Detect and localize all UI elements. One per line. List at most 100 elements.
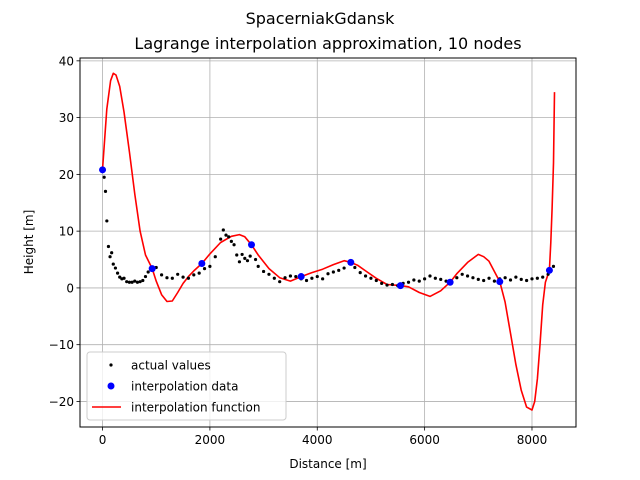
interpolation-node-point <box>496 278 504 286</box>
actual-value-point <box>253 257 258 262</box>
actual-value-point <box>412 278 416 282</box>
actual-value-point <box>294 274 298 279</box>
actual-value-point <box>122 276 126 280</box>
x-tick-label: 6000 <box>409 433 440 447</box>
actual-value-point <box>243 256 247 260</box>
interpolation-node-point <box>148 265 156 273</box>
actual-value-point <box>113 266 118 270</box>
y-tick-label: 10 <box>59 225 74 239</box>
actual-value-point <box>127 280 131 284</box>
actual-value-point <box>106 244 111 249</box>
legend-box <box>86 351 287 421</box>
interpolation-node-point <box>446 278 454 286</box>
actual-value-point <box>503 276 507 280</box>
legend-marker-actual <box>109 363 113 367</box>
y-tick-label: −20 <box>49 395 74 409</box>
actual-value-point <box>321 277 325 281</box>
actual-value-point <box>369 276 373 280</box>
legend: actual values interpolation data interpo… <box>86 351 287 421</box>
x-axis-label: Distance [m] <box>289 457 366 471</box>
x-tick-label: 2000 <box>195 433 226 447</box>
interpolation-node-point <box>248 241 256 249</box>
actual-value-point <box>181 275 185 279</box>
chart-title: Lagrange interpolation approximation, 10… <box>134 34 521 53</box>
actual-value-point <box>304 278 309 283</box>
actual-value-point <box>125 280 129 284</box>
actual-value-point <box>326 272 330 276</box>
actual-value-point <box>197 271 201 275</box>
actual-value-point <box>130 280 134 284</box>
actual-value-point <box>272 276 276 280</box>
actual-value-point <box>471 276 475 280</box>
actual-value-point <box>439 277 443 281</box>
legend-marker-nodes <box>107 382 115 390</box>
actual-value-point <box>165 276 169 280</box>
legend-label-actual: actual values <box>131 359 211 373</box>
actual-value-point <box>221 228 225 232</box>
actual-value-point <box>363 274 368 278</box>
actual-value-point <box>551 264 556 268</box>
actual-value-point <box>508 278 513 282</box>
interpolation-node-point <box>396 282 404 290</box>
actual-value-point <box>530 277 534 281</box>
actual-value-point <box>465 274 470 278</box>
actual-value-point <box>159 273 164 277</box>
actual-value-point <box>261 269 266 274</box>
actual-value-point <box>256 264 260 268</box>
actual-value-point <box>115 271 120 275</box>
actual-value-point <box>423 277 427 281</box>
actual-value-point <box>232 243 236 247</box>
actual-value-point <box>374 278 378 283</box>
grid <box>80 58 576 427</box>
actual-value-point <box>476 277 480 281</box>
actual-value-point <box>433 276 437 280</box>
interpolation-node-point <box>99 166 107 174</box>
actual-value-point <box>237 260 242 264</box>
actual-value-point <box>143 274 148 279</box>
x-tick-label: 4000 <box>302 433 333 447</box>
actual-value-point <box>337 268 341 272</box>
actual-value-point <box>103 189 108 194</box>
actual-value-point <box>482 278 486 283</box>
actual-value-point <box>487 276 491 280</box>
actual-value-point <box>342 266 346 270</box>
plot-series <box>99 72 556 411</box>
actual-value-point <box>229 239 233 243</box>
actual-value-point <box>105 219 109 223</box>
actual-value-point <box>358 270 362 275</box>
legend-label-curve: interpolation function <box>131 401 260 415</box>
actual-value-point <box>227 235 231 239</box>
interpolation-node-point <box>545 266 553 274</box>
actual-value-point <box>417 279 421 283</box>
actual-value-point <box>111 262 115 266</box>
actual-value-point <box>240 252 244 257</box>
actual-value-point <box>133 279 137 283</box>
actual-value-point <box>278 280 282 284</box>
actual-value-point <box>315 274 319 279</box>
actual-value-point <box>135 280 140 284</box>
actual-value-point <box>186 276 191 280</box>
actual-value-point <box>176 272 180 276</box>
actual-value-point <box>331 270 335 274</box>
actual-value-point <box>108 255 112 259</box>
actual-value-point <box>514 275 518 279</box>
actual-value-point <box>385 283 389 287</box>
y-axis-label: Height [m] <box>22 210 36 275</box>
actual-value-point <box>138 280 142 284</box>
actual-value-point <box>288 274 293 278</box>
actual-value-point <box>310 276 314 280</box>
actual-value-point <box>118 275 122 279</box>
actual-value-point <box>283 276 287 280</box>
actual-value-point <box>541 275 545 279</box>
actual-value-point <box>390 282 395 287</box>
actual-value-point <box>208 264 212 268</box>
y-tick-label: 30 <box>59 111 74 125</box>
x-tick-label: 0 <box>99 433 107 447</box>
actual-value-point <box>492 279 497 283</box>
axis-ticks: 0 2000 4000 6000 8000 −20 −10 0 10 20 30 40 <box>49 54 548 447</box>
plot-frame <box>79 57 577 428</box>
y-tick-label: 40 <box>59 54 74 68</box>
actual-value-point <box>192 273 196 277</box>
actual-value-point <box>245 259 250 263</box>
actual-value-point <box>535 276 539 280</box>
